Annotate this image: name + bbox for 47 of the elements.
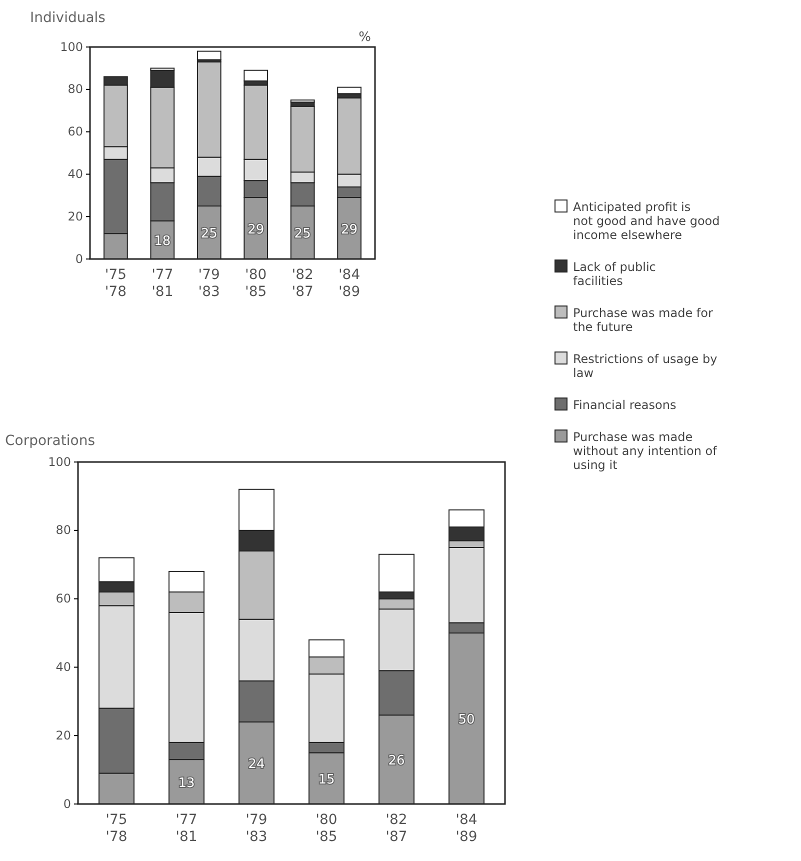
bar xyxy=(196,50,222,60)
data-label: 18 xyxy=(154,234,171,249)
y-tick-label: 40 xyxy=(68,167,83,182)
x-tick-label: '82 '87 xyxy=(386,812,408,845)
chart-title: Individuals xyxy=(30,10,106,26)
legend-label: Purchase was made without any intention of using it xyxy=(573,430,718,472)
data-label: 29 xyxy=(341,222,358,238)
y-tick-label: 20 xyxy=(56,728,71,742)
x-tick-label: '80 '85 xyxy=(245,267,267,300)
data-label: 25 xyxy=(294,226,311,242)
legend-label: Purchase was made for the future xyxy=(573,306,713,334)
legend-label: Lack of public facilities xyxy=(573,260,656,288)
x-tick-label: '84 '89 xyxy=(456,812,478,845)
y-tick-label: 60 xyxy=(56,592,71,606)
bar xyxy=(337,86,362,94)
bar xyxy=(244,70,268,82)
y-tick-label: 80 xyxy=(56,523,71,538)
bar xyxy=(290,100,315,103)
x-tick-label: '80 '85 xyxy=(316,812,338,845)
data-label: 13 xyxy=(178,776,195,791)
x-tick-label: '77 '81 xyxy=(152,267,174,300)
data-label: 24 xyxy=(248,756,265,772)
data-label: 29 xyxy=(248,222,264,238)
data-label: 26 xyxy=(388,754,405,769)
x-tick-label: '79 '83 xyxy=(198,267,220,300)
x-tick-label: '75 '78 xyxy=(106,812,128,845)
x-tick-label: '79 '83 xyxy=(246,812,268,845)
x-tick-label: '82 '87 xyxy=(292,267,314,300)
data-label: 50 xyxy=(458,712,475,728)
legend-label: Financial reasons xyxy=(573,398,676,412)
y-tick-label: 100 xyxy=(48,454,71,469)
y-tick-label: 20 xyxy=(68,209,83,224)
chart-title: Corporations xyxy=(5,433,95,449)
y-tick-label: 0 xyxy=(63,796,71,811)
legend-label: Restrictions of usage by law xyxy=(573,352,718,380)
legend-label: Anticipated profit is not good and have good income elsewhere xyxy=(573,200,720,242)
x-tick-label: '84 '89 xyxy=(338,267,360,300)
y-tick-label: 40 xyxy=(56,660,71,674)
x-tick-label: '75 '78 xyxy=(104,267,127,300)
y-axis-title: % xyxy=(358,30,371,45)
x-tick-label: '77 '81 xyxy=(176,812,198,845)
data-label: 15 xyxy=(318,772,335,788)
y-tick-label: 100 xyxy=(60,40,83,54)
y-tick-label: 60 xyxy=(68,124,83,139)
y-tick-label: 0 xyxy=(75,252,83,266)
data-label: 25 xyxy=(200,226,218,242)
y-tick-label: 80 xyxy=(68,82,83,96)
